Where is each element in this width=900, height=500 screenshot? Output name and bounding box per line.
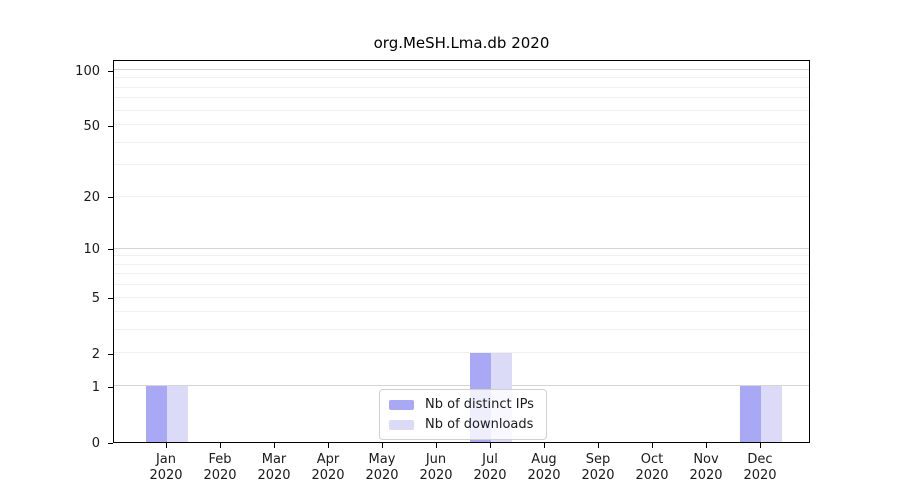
x-axis-tick-label: Nov 2020 xyxy=(689,452,723,483)
x-axis-tick xyxy=(490,443,491,448)
x-axis-tick-label: Aug 2020 xyxy=(527,452,561,483)
bar-distinct-ips xyxy=(146,386,167,442)
minor-gridline xyxy=(114,86,809,88)
minor-gridline xyxy=(114,164,809,166)
legend-swatch-downloads-icon xyxy=(389,419,414,430)
legend-label-downloads: Nb of downloads xyxy=(425,417,534,432)
minor-gridline xyxy=(114,97,809,99)
major-gridline xyxy=(114,247,809,249)
x-axis-tick xyxy=(544,443,545,448)
legend-swatch-distinct-ips-icon xyxy=(389,399,414,410)
x-axis-tick-label: Dec 2020 xyxy=(743,452,777,483)
major-gridline xyxy=(114,385,809,387)
y-axis-tick-label: 1 xyxy=(91,379,100,395)
x-axis-tick xyxy=(760,443,761,448)
x-axis-tick-label: Sep 2020 xyxy=(581,452,615,483)
y-axis-tick-label: 50 xyxy=(83,118,100,134)
minor-gridline xyxy=(114,124,809,126)
y-axis-tick-label: 100 xyxy=(75,63,100,79)
minor-gridline xyxy=(114,311,809,313)
y-axis-tick xyxy=(108,125,113,127)
bar-distinct-ips xyxy=(740,386,761,442)
x-axis-tick-label: Jun 2020 xyxy=(419,452,453,483)
y-axis-tick xyxy=(108,197,113,199)
x-axis-tick xyxy=(652,443,653,448)
x-axis-tick xyxy=(220,443,221,448)
minor-gridline xyxy=(114,77,809,79)
minor-gridline xyxy=(114,296,809,298)
y-axis-tick xyxy=(108,70,113,72)
legend-entry-distinct-ips: Nb of distinct IPs xyxy=(389,396,536,413)
x-axis-tick xyxy=(166,443,167,448)
x-axis-tick xyxy=(274,443,275,448)
legend: Nb of distinct IPs Nb of downloads xyxy=(379,389,547,440)
legend-entry-downloads: Nb of downloads xyxy=(389,416,536,433)
minor-gridline xyxy=(114,141,809,143)
y-axis-tick xyxy=(108,353,113,355)
minor-gridline xyxy=(114,273,809,275)
x-axis-tick xyxy=(436,443,437,448)
x-axis-tick-label: Apr 2020 xyxy=(311,452,345,483)
y-axis-tick-label: 20 xyxy=(83,190,100,206)
minor-gridline xyxy=(114,263,809,265)
x-axis-tick xyxy=(598,443,599,448)
bar-downloads xyxy=(761,386,782,442)
y-axis-tick-label: 10 xyxy=(83,242,100,258)
x-axis-tick xyxy=(706,443,707,448)
minor-gridline xyxy=(114,329,809,331)
x-axis-tick xyxy=(382,443,383,448)
legend-label-distinct-ips: Nb of distinct IPs xyxy=(425,397,534,412)
x-axis-tick-label: Mar 2020 xyxy=(257,452,291,483)
x-axis-tick-label: Feb 2020 xyxy=(203,452,237,483)
x-axis-tick-label: Jul 2020 xyxy=(473,452,507,483)
x-axis-tick xyxy=(328,443,329,448)
y-axis-tick-label: 5 xyxy=(91,291,100,307)
y-axis-tick xyxy=(108,249,113,251)
x-axis-tick-label: Jan 2020 xyxy=(149,452,183,483)
x-axis-tick-label: May 2020 xyxy=(365,452,399,483)
minor-gridline xyxy=(114,284,809,286)
y-axis-tick-label: 0 xyxy=(91,435,100,451)
y-axis-tick xyxy=(108,442,113,444)
plot-area xyxy=(113,60,810,443)
chart-title: org.MeSH.Lma.db 2020 xyxy=(373,34,550,52)
y-axis-tick xyxy=(108,386,113,388)
bar-downloads xyxy=(167,386,188,442)
minor-gridline xyxy=(114,352,809,354)
minor-gridline xyxy=(114,109,809,111)
minor-gridline xyxy=(114,255,809,257)
y-axis-tick-label: 2 xyxy=(91,346,100,362)
major-gridline xyxy=(114,69,809,70)
y-axis-tick xyxy=(108,298,113,300)
x-axis-tick-label: Oct 2020 xyxy=(635,452,669,483)
minor-gridline xyxy=(114,195,809,197)
